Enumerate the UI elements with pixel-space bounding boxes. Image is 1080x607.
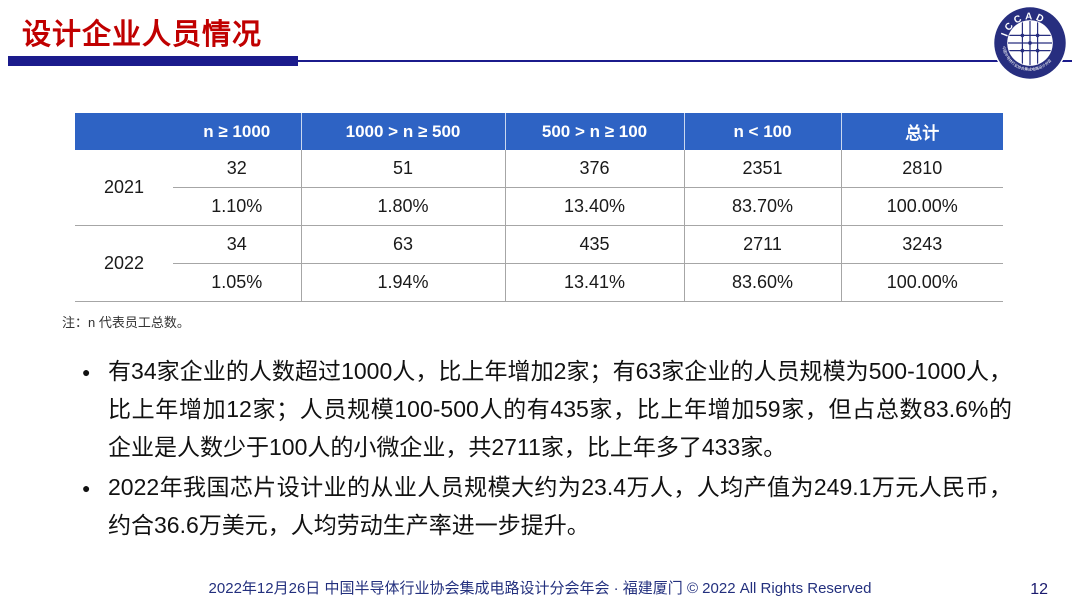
count-cell: 2810 xyxy=(840,150,1003,188)
header-cell-500-n-100: 500 > n ≥ 100 xyxy=(504,113,684,150)
year-cell-2022: 2022 xyxy=(75,225,173,302)
table-header-row: n ≥ 1000 1000 > n ≥ 500 500 > n ≥ 100 n … xyxy=(75,113,1003,150)
count-cell: 2351 xyxy=(683,150,841,188)
iccad-logo-icon: ICCAD 中国半导体行业协会集成电路设计分会 xyxy=(992,5,1068,81)
page-title: 设计企业人员情况 xyxy=(22,19,263,51)
table-row-2022-counts: 2022 34 63 435 2711 3243 xyxy=(75,225,1003,302)
percent-cell: 1.10% xyxy=(173,187,301,226)
bullet-marker-icon: ● xyxy=(82,480,91,496)
footer-text: 2022年12月26日 中国半导体行业协会集成电路设计分会年会 · 福建厦门 ©… xyxy=(208,580,872,597)
title-underline xyxy=(8,56,1072,66)
bullet-text: 2022年我国芯片设计业的从业人员规模大约为23.4万人，人均产值为249.1万… xyxy=(108,474,1012,538)
count-cell: 34 xyxy=(173,225,301,264)
table-row-2021-percents: 1.10% 1.80% 13.40% 83.70% 100.00% xyxy=(75,187,1003,226)
percent-cell: 83.60% xyxy=(683,263,841,302)
header-cell-total: 总计 xyxy=(840,113,1003,150)
percent-cell: 100.00% xyxy=(840,263,1003,302)
table-row-2021-counts: 2021 32 51 376 2351 2810 xyxy=(75,150,1003,226)
count-cell: 51 xyxy=(300,150,505,188)
header-cell-empty xyxy=(75,113,173,150)
percent-cell: 83.70% xyxy=(683,187,841,226)
page-number: 12 xyxy=(1030,581,1048,598)
count-cell: 435 xyxy=(504,225,684,264)
title-underline-thick xyxy=(8,56,298,66)
percent-cell: 1.05% xyxy=(173,263,301,302)
percent-cell: 1.80% xyxy=(300,187,505,226)
count-cell: 3243 xyxy=(840,225,1003,264)
percent-cell: 13.40% xyxy=(504,187,684,226)
percent-cell: 100.00% xyxy=(840,187,1003,226)
personnel-table: n ≥ 1000 1000 > n ≥ 500 500 > n ≥ 100 n … xyxy=(75,113,1003,302)
header-cell-1000-n-500: 1000 > n ≥ 500 xyxy=(300,113,505,150)
year-cell-2021: 2021 xyxy=(75,150,173,226)
title-underline-thin xyxy=(8,60,1072,62)
bullet-item: ● 2022年我国芯片设计业的从业人员规模大约为23.4万人，人均产值为249.… xyxy=(80,468,1012,544)
count-cell: 376 xyxy=(504,150,684,188)
header-cell-n-lt-100: n < 100 xyxy=(683,113,841,150)
count-cell: 2711 xyxy=(683,225,841,264)
table-note: 注：n 代表员工总数。 xyxy=(62,315,190,330)
bullet-marker-icon: ● xyxy=(82,364,91,380)
count-cell: 32 xyxy=(173,150,301,188)
bullet-text: 有34家企业的人数超过1000人，比上年增加2家；有63家企业的人员规模为500… xyxy=(108,358,1012,460)
percent-cell: 13.41% xyxy=(504,263,684,302)
count-cell: 63 xyxy=(300,225,505,264)
table-row-2022-percents: 1.05% 1.94% 13.41% 83.60% 100.00% xyxy=(75,263,1003,302)
bullet-item: ● 有34家企业的人数超过1000人，比上年增加2家；有63家企业的人员规模为5… xyxy=(80,352,1012,466)
header-cell-n-ge-1000: n ≥ 1000 xyxy=(173,113,301,150)
bullet-list: ● 有34家企业的人数超过1000人，比上年增加2家；有63家企业的人员规模为5… xyxy=(80,352,1012,546)
percent-cell: 1.94% xyxy=(300,263,505,302)
